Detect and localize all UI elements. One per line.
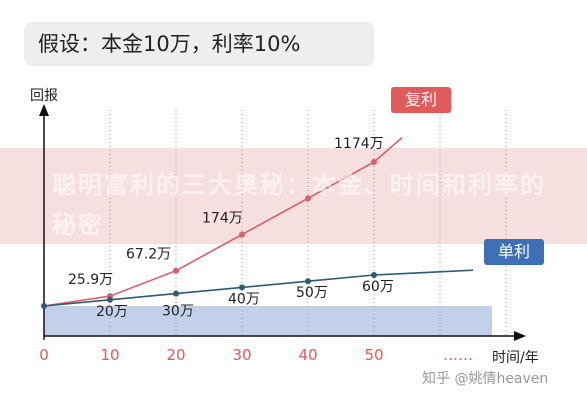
data-labels: 25.9万 67.2万 174万 1174万 20万 30万 40万 50万 60万 [68,136,394,320]
series [41,136,474,309]
x-axis-arrow-icon [514,331,526,341]
x-tick-2: 20 [166,346,185,364]
data-label-0-1: 25.9万 [68,272,113,288]
watermark: 知乎 @姚倩heaven [422,371,549,387]
x-tick-4: 40 [298,346,317,364]
legend-compound: 复利 [391,87,452,113]
point-1-5 [371,272,377,278]
data-label-1-2: 30万 [162,304,194,320]
overlay-banner [0,148,587,244]
y-axis-label: 回报 [30,88,58,104]
point-0-3 [239,231,245,238]
y-axis-arrow-icon [39,104,49,116]
x-tick-6: …… [443,346,473,364]
x-axis-label: 时间/年 [492,350,539,366]
data-label-1-3: 40万 [228,291,260,307]
overlay-banner-text: 聪明富利的三大奥秘：本金、时间和利率的秘密 [52,171,546,239]
x-tick-0: 0 [39,346,49,364]
data-label-1-1: 20万 [96,304,128,320]
x-tick-1: 10 [100,346,119,364]
chart-title: 假设：本金10万，利率10% [24,22,374,66]
data-label-0-3: 174万 [202,211,243,227]
x-tick-5: 50 [364,346,383,364]
point-1-4 [305,278,311,285]
point-0-2 [173,267,179,274]
point-1-3 [239,284,245,291]
data-label-0-2: 67.2万 [126,247,171,263]
legend-simple: 单利 [484,239,545,265]
point-0-5 [371,158,377,165]
data-label-1-4: 50万 [296,285,328,301]
x-tick-labels: 0 10 20 30 40 50 …… [39,346,473,364]
data-label-0-5: 1174万 [334,136,384,152]
data-label-1-5: 60万 [362,279,394,295]
principal-band [44,306,492,336]
origin-point [41,303,47,309]
point-1-1 [107,296,113,303]
x-tick-3: 30 [232,346,251,364]
point-0-4 [305,195,311,202]
point-1-2 [173,290,179,297]
